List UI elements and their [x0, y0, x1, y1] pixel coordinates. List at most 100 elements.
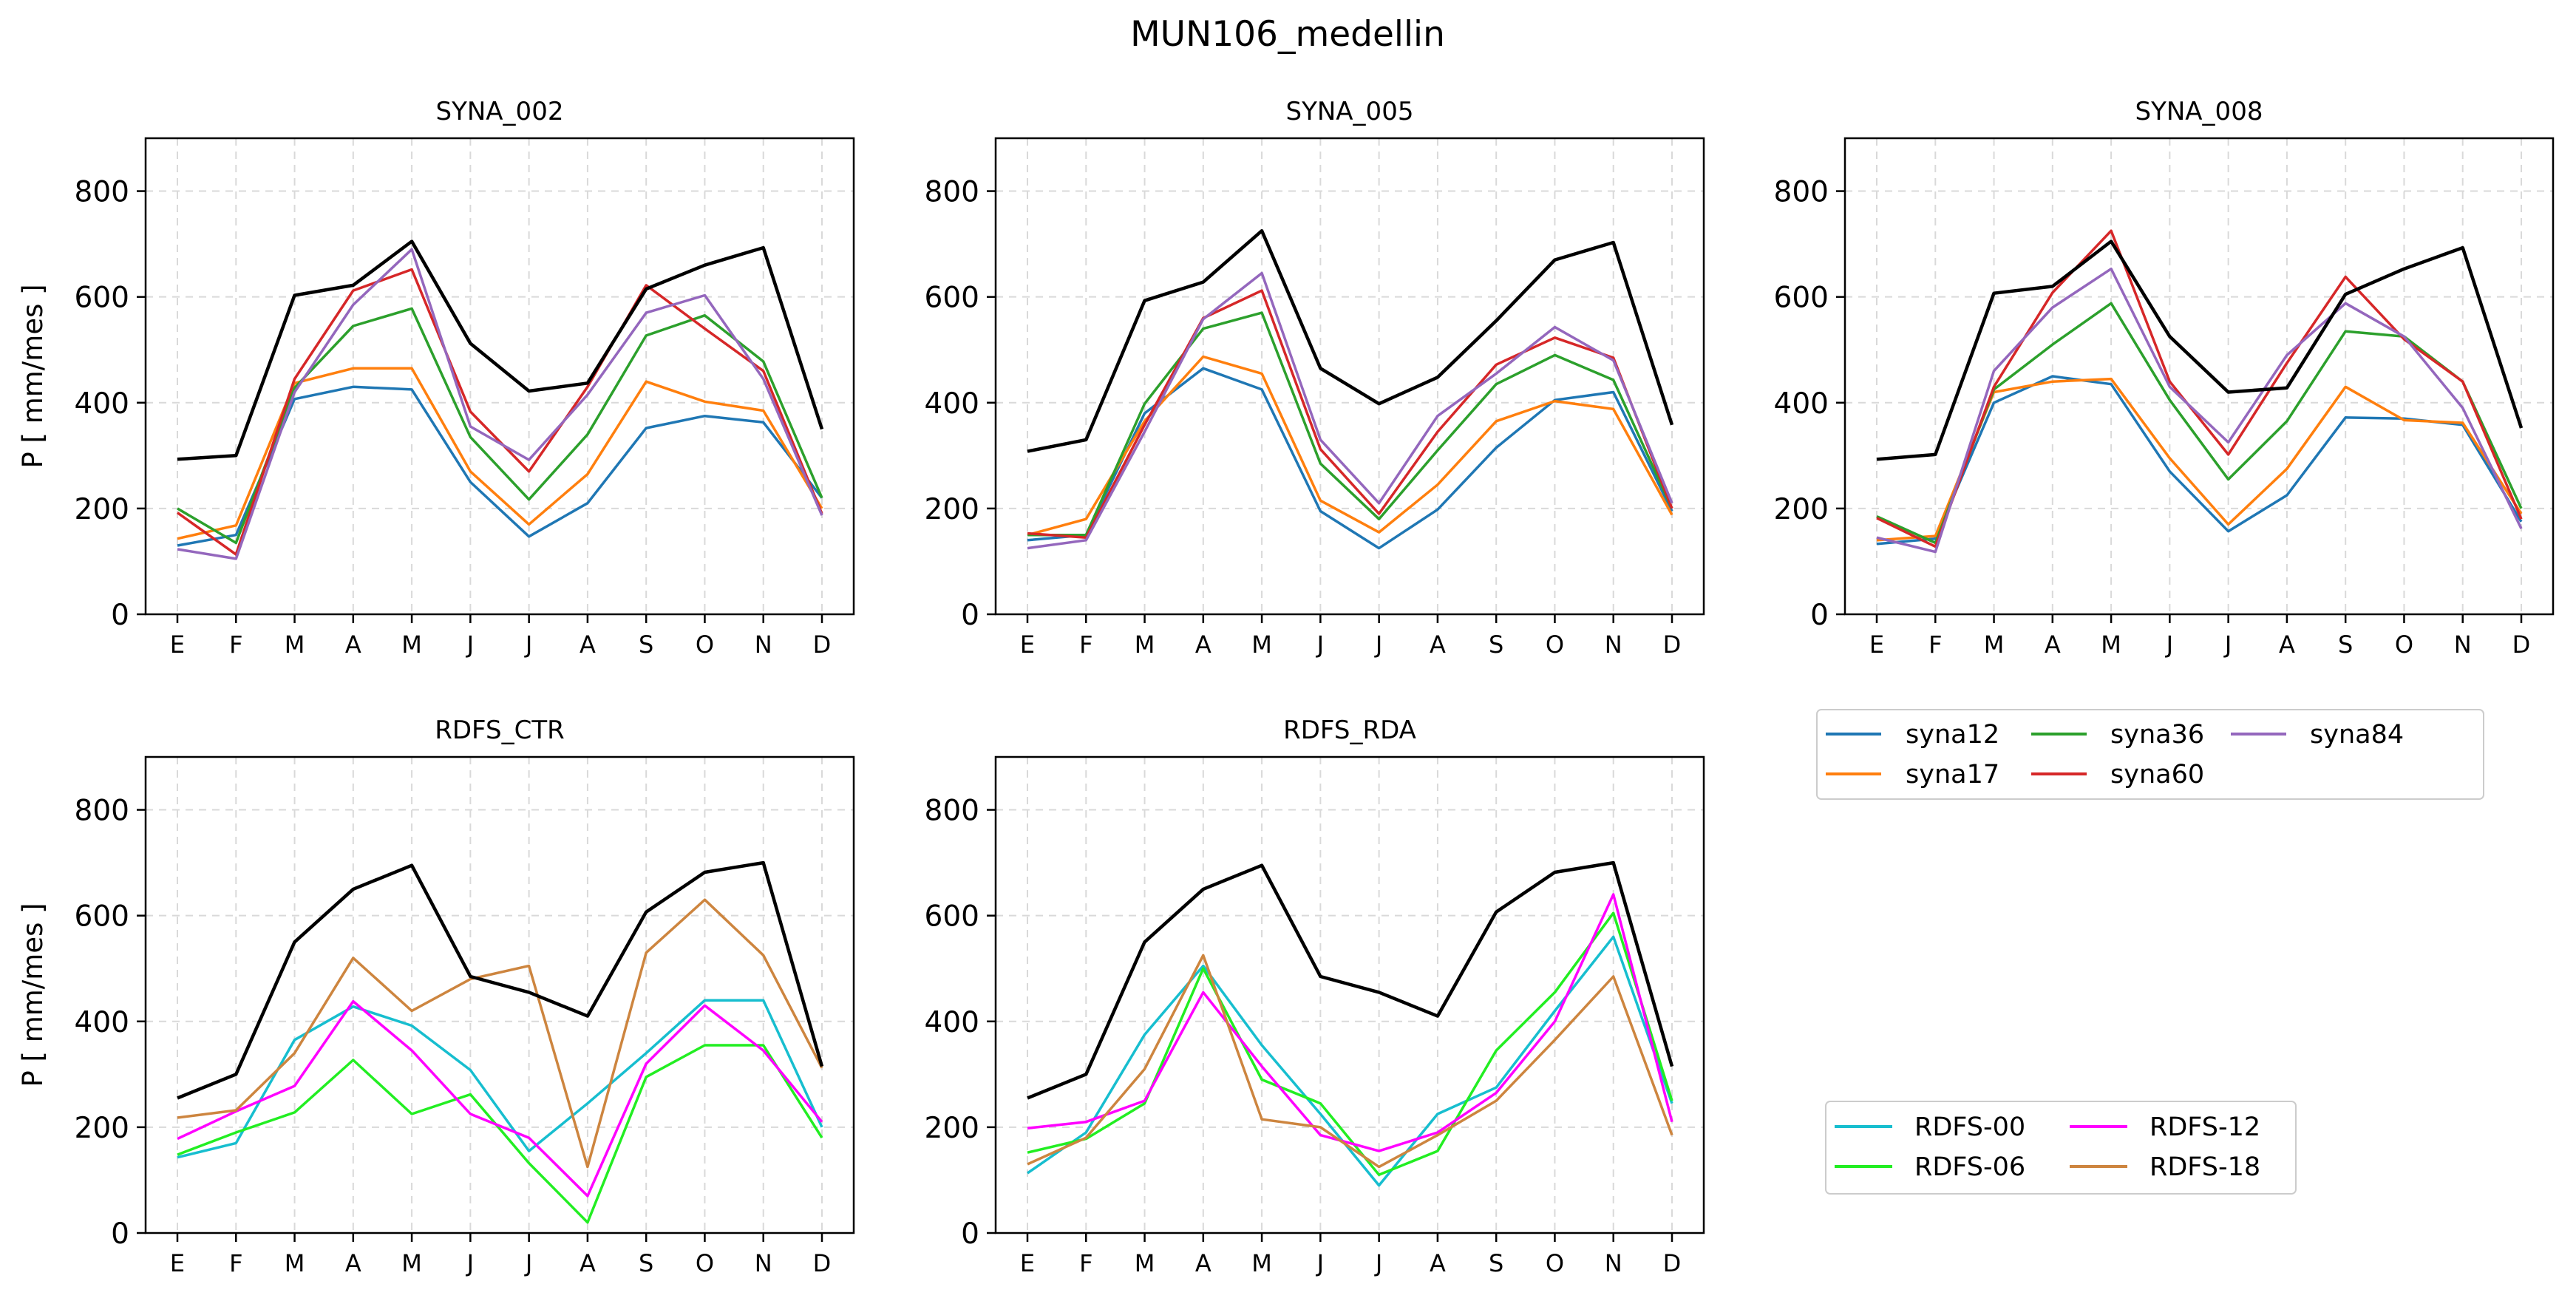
x-tick-label: F — [1079, 1249, 1092, 1277]
x-tick-label: S — [639, 631, 653, 659]
x-tick-label: F — [1928, 631, 1942, 659]
subplot-grid: 0 200 400 600 800 E F M A M J J A S O N D SYNA_002 P [ mm/… — [17, 97, 2555, 1277]
x-tick-label: M — [1251, 1249, 1272, 1277]
x-tick-label: D — [813, 1249, 832, 1277]
y-tick-label: 800 — [925, 176, 979, 209]
panel-title: RDFS_RDA — [1283, 716, 1416, 745]
axes-frame — [144, 755, 855, 1234]
x-tick-label: M — [2101, 631, 2121, 659]
legend-label-syna36: syna36 — [2110, 720, 2204, 750]
x-tick-label: D — [2512, 631, 2531, 659]
x-tick-label: M — [401, 631, 422, 659]
legend-label-rdfs-00: RDFS-00 — [1914, 1113, 2025, 1142]
x-tick-label: J — [1316, 1249, 1324, 1277]
x-tick-label: O — [696, 1249, 714, 1277]
panel-title: RDFS_CTR — [435, 716, 564, 745]
x-tick-label: J — [524, 631, 532, 659]
y-axis-label: P [ mm/mes ] — [17, 903, 49, 1087]
series-line-rdfs-18 — [1027, 954, 1673, 1169]
panel-title: SYNA_002 — [436, 97, 564, 126]
x-tick-label: A — [345, 1249, 361, 1277]
x-tick-label: O — [696, 631, 714, 659]
legend-label-syna17: syna17 — [1906, 760, 1999, 789]
y-tick-label: 200 — [925, 1112, 979, 1145]
x-tick-label: F — [229, 631, 242, 659]
y-tick-label: 200 — [925, 493, 979, 526]
x-tick-label: M — [1135, 631, 1155, 659]
panel-rdfs-ctr: 0 200 400 600 800 E F M A M J J A S O N D RDFS_CTR P [ mm/… — [17, 716, 855, 1277]
axes-frame — [994, 755, 1705, 1234]
panel-syna-005: 0 200 400 600 800 E F M A M J J A S O N D SYNA_005 — [925, 97, 1705, 659]
x-tick-label: J — [524, 1249, 532, 1277]
x-tick-label: N — [755, 1249, 772, 1277]
series-line-syna84 — [1027, 271, 1673, 550]
series-line-observed — [1027, 860, 1674, 1100]
x-tick-label: E — [1869, 631, 1884, 659]
x-tick-label: O — [1546, 1249, 1564, 1277]
x-tick-label: M — [285, 631, 305, 659]
x-tick-label: A — [1430, 1249, 1446, 1277]
y-tick-label: 800 — [75, 176, 129, 209]
legend-label-syna84: syna84 — [2310, 720, 2404, 750]
x-tick-label: D — [1663, 1249, 1682, 1277]
series-line-observed — [177, 860, 824, 1100]
y-axis-label: P [ mm/mes ] — [17, 284, 49, 468]
x-tick-label: A — [2279, 631, 2295, 659]
y-tick-label: 600 — [925, 900, 979, 934]
x-tick-label: S — [639, 1249, 653, 1277]
x-tick-label: J — [1374, 631, 1382, 659]
panel-title: SYNA_005 — [1286, 97, 1414, 126]
y-tick-label: 0 — [111, 599, 129, 632]
y-tick-label: 600 — [75, 282, 129, 315]
y-tick-label: 0 — [961, 1217, 979, 1251]
x-tick-label: M — [401, 1249, 422, 1277]
x-tick-label: A — [1195, 631, 1211, 659]
x-tick-label: D — [1663, 631, 1682, 659]
y-tick-label: 600 — [75, 900, 129, 934]
y-tick-label: 400 — [75, 387, 129, 421]
series-line-rdfs-00 — [177, 999, 823, 1159]
x-tick-label: E — [170, 1249, 185, 1277]
legend-label-rdfs-06: RDFS-06 — [1914, 1152, 2025, 1182]
x-tick-label: S — [2338, 631, 2353, 659]
x-tick-label: M — [1135, 1249, 1155, 1277]
series-line-syna60 — [1027, 289, 1673, 539]
y-tick-label: 800 — [925, 795, 979, 828]
y-tick-label: 600 — [1774, 282, 1829, 315]
y-tick-label: 200 — [1774, 493, 1829, 526]
legend-rdfs: RDFS-00 RDFS-12 RDFS-06 RDFS-18 — [1825, 1101, 2297, 1195]
x-tick-label: J — [2223, 631, 2232, 659]
y-tick-label: 200 — [75, 493, 129, 526]
x-tick-label: E — [170, 631, 185, 659]
series-line-observed — [1027, 228, 1674, 453]
y-tick-label: 0 — [961, 599, 979, 632]
series-line-syna36 — [1027, 311, 1673, 537]
series-line-syna60 — [1876, 229, 2523, 548]
y-tick-label: 200 — [75, 1112, 129, 1145]
x-tick-label: A — [2045, 631, 2061, 659]
series-line-syna84 — [177, 248, 823, 560]
x-tick-label: A — [1430, 631, 1446, 659]
series-line-syna12 — [1027, 367, 1673, 550]
legend-label-rdfs-18: RDFS-18 — [2150, 1152, 2260, 1182]
axes-frame — [144, 137, 855, 616]
x-tick-label: J — [466, 1249, 474, 1277]
x-tick-label: A — [1195, 1249, 1211, 1277]
x-tick-label: F — [1079, 631, 1092, 659]
y-tick-label: 400 — [925, 1006, 979, 1039]
figure-title: MUN106_medellin — [1130, 14, 1445, 55]
series-line-syna17 — [1027, 355, 1673, 537]
x-tick-label: O — [2395, 631, 2413, 659]
panel-syna-002: 0 200 400 600 800 E F M A M J J A S O N D SYNA_002 P [ mm/… — [17, 97, 855, 659]
x-tick-label: O — [1546, 631, 1564, 659]
x-tick-label: M — [285, 1249, 305, 1277]
panel-rdfs-rda: 0 200 400 600 800 E F M A M J J A S O N D RDFS_RDA — [925, 716, 1705, 1277]
legend-syna-frame — [1816, 709, 2484, 800]
series-line-observed — [177, 240, 824, 461]
series-line-rdfs-18 — [177, 898, 823, 1169]
legend-label-syna12: syna12 — [1906, 720, 1999, 750]
series-line-rdfs-06 — [177, 1044, 823, 1224]
x-tick-label: S — [1489, 1249, 1503, 1277]
x-tick-label: N — [1605, 1249, 1622, 1277]
